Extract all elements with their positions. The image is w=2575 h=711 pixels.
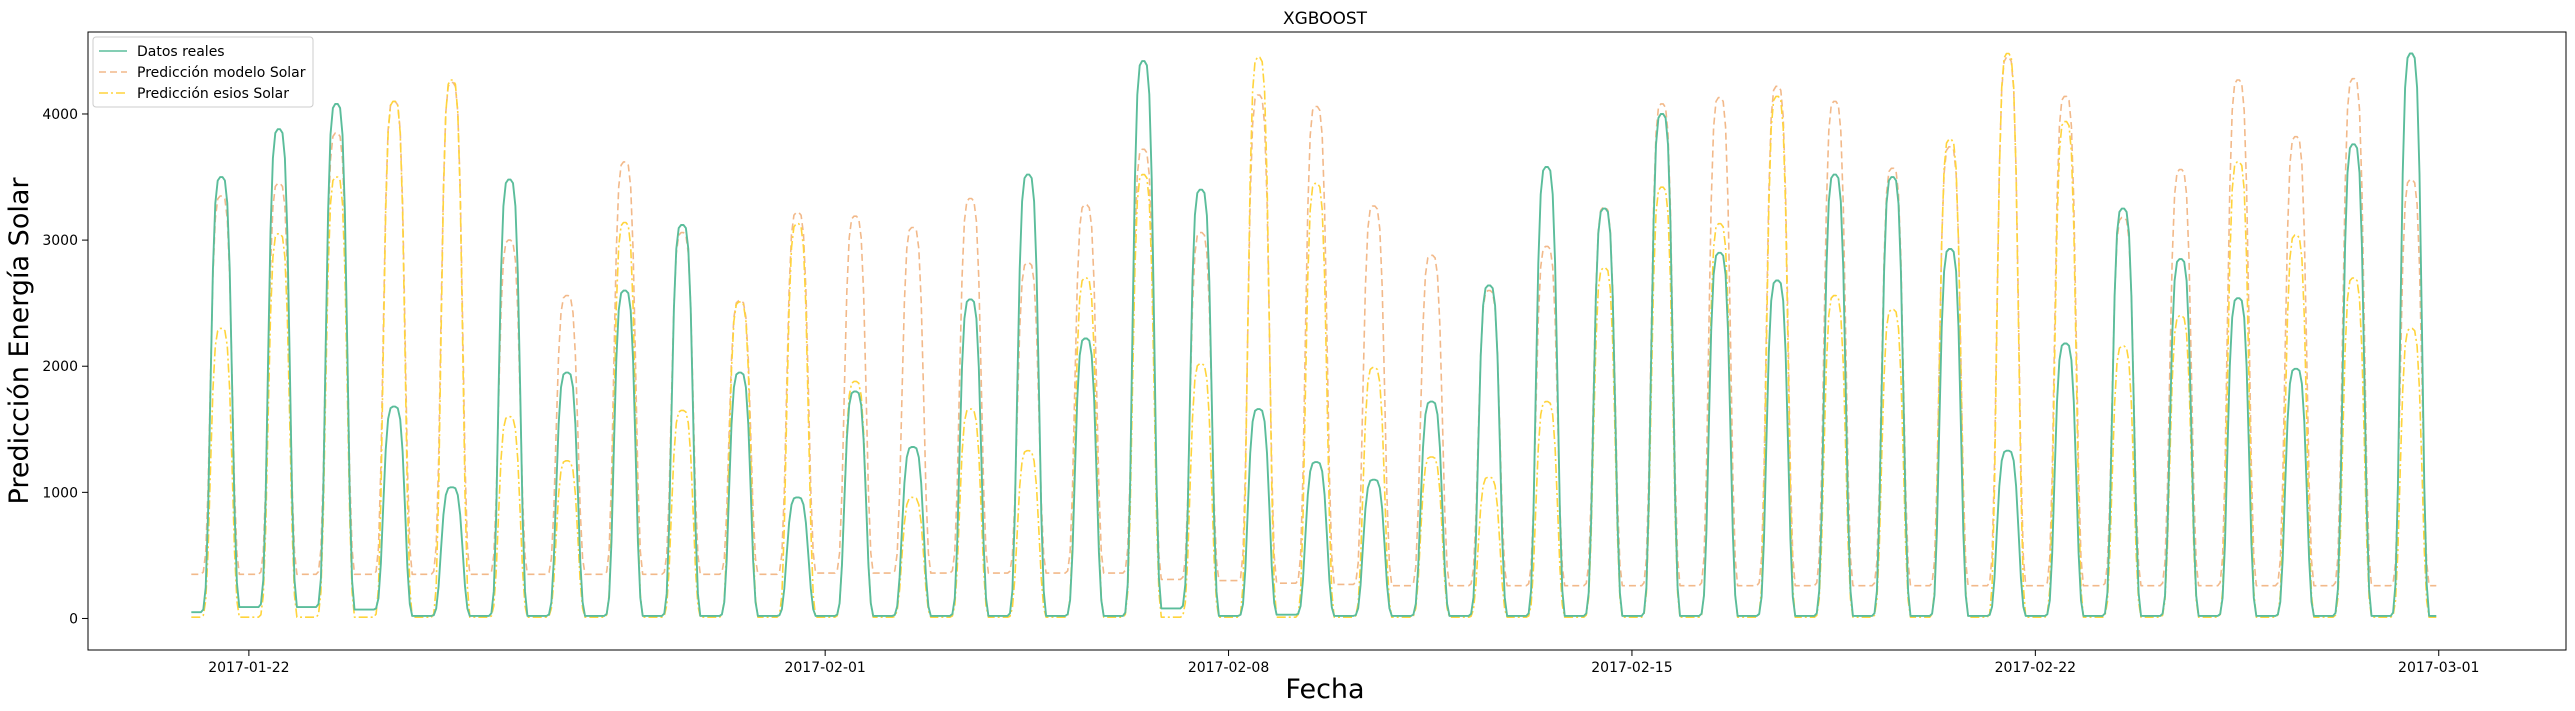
x-tick-label: 2017-02-15 xyxy=(1591,660,1672,676)
ticks-layer: 2017-01-22 2017-02-01 2017-02-08 2017-02-15… xyxy=(42,107,2479,676)
y-tick-label: 3000 xyxy=(42,233,78,249)
x-axis-label: Fecha xyxy=(1285,674,1364,705)
y-tick-label: 4000 xyxy=(42,107,78,123)
series-line-1 xyxy=(191,56,2437,587)
legend-box xyxy=(92,36,314,108)
legend-label-esios: Predicción esios Solar xyxy=(137,86,289,102)
x-tick-label: 2017-03-01 xyxy=(2398,660,2479,676)
legend: Datos reales Predicción modelo Solar Pre… xyxy=(92,36,314,108)
legend-label-real: Datos reales xyxy=(137,44,225,60)
chart-title: XGBOOST xyxy=(1283,9,1368,29)
y-axis-label: Predicción Energía Solar xyxy=(4,177,35,505)
x-tick-label: 2017-02-01 xyxy=(784,660,865,676)
x-tick-label: 2017-02-08 xyxy=(1188,660,1269,676)
y-tick-label: 1000 xyxy=(42,485,78,501)
y-tick-label: 2000 xyxy=(42,359,78,375)
x-tick-label: 2017-01-22 xyxy=(208,660,289,676)
legend-label-model: Predicción modelo Solar xyxy=(137,65,306,81)
y-tick-label: 0 xyxy=(69,611,78,627)
series-layer xyxy=(191,52,2437,618)
series-line-0 xyxy=(191,52,2437,617)
plot-frame xyxy=(87,31,2567,651)
x-tick-label: 2017-02-22 xyxy=(1995,660,2076,676)
series-line-2 xyxy=(191,52,2437,618)
